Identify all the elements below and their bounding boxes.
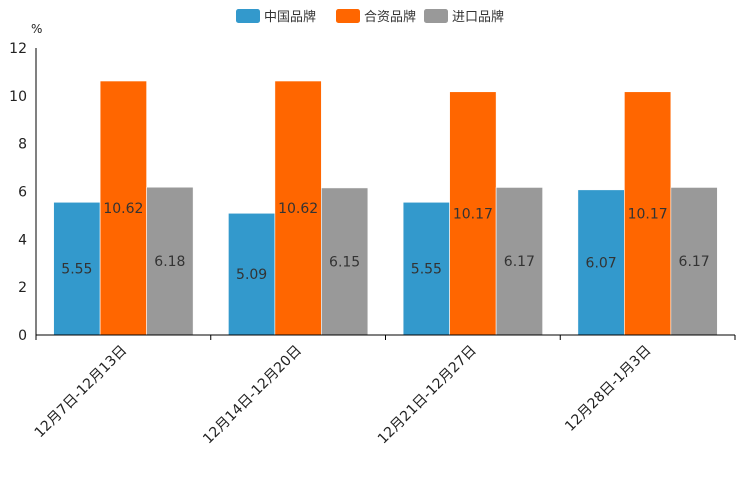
data-label: 6.07 bbox=[586, 255, 617, 271]
y-axis: 0 2 4 6 8 10 12 bbox=[9, 41, 37, 344]
legend-swatch bbox=[236, 9, 260, 23]
data-label: 6.18 bbox=[154, 254, 185, 270]
bar bbox=[624, 91, 672, 336]
data-label: 10.17 bbox=[453, 206, 493, 222]
data-label: 6.17 bbox=[504, 254, 535, 270]
x-tick-label: 12月21日-12月27日 bbox=[375, 343, 480, 448]
y-tick-label: 4 bbox=[18, 232, 27, 248]
data-label: 5.55 bbox=[61, 262, 92, 278]
legend: 中国品牌 合资品牌 进口品牌 bbox=[236, 9, 504, 25]
legend-swatch bbox=[336, 9, 360, 23]
data-label: 6.15 bbox=[329, 254, 360, 270]
legend-label: 中国品牌 bbox=[264, 9, 316, 25]
data-label: 5.09 bbox=[236, 267, 267, 283]
data-label: 10.62 bbox=[278, 201, 318, 217]
bar bbox=[577, 189, 625, 336]
y-tick-label: 6 bbox=[18, 185, 27, 201]
bar bbox=[495, 187, 543, 336]
y-tick-label: 10 bbox=[9, 89, 27, 105]
bars: 5.55 10.62 6.18 5.09 10.62 6.15 5.55 10.17 6.17 6… bbox=[53, 80, 718, 336]
x-tick-label: 12月28日-1月3日 bbox=[562, 343, 654, 435]
y-tick-label: 0 bbox=[18, 328, 27, 344]
bar bbox=[449, 91, 497, 336]
x-tick-label: 12月14日-12月20日 bbox=[200, 343, 305, 448]
y-tick-label: 12 bbox=[9, 41, 27, 57]
y-axis-unit: % bbox=[31, 22, 42, 36]
legend-label: 进口品牌 bbox=[452, 9, 504, 25]
data-label: 10.17 bbox=[628, 206, 668, 222]
data-label: 6.17 bbox=[679, 254, 710, 270]
legend-label: 合资品牌 bbox=[364, 9, 416, 25]
y-tick-label: 8 bbox=[18, 137, 27, 153]
bar bbox=[99, 80, 147, 336]
bar bbox=[670, 187, 718, 336]
x-axis: 12月7日-12月13日 12月14日-12月20日 12月21日-12月27日 12… bbox=[32, 334, 736, 448]
bar bbox=[321, 187, 369, 336]
y-tick-label: 2 bbox=[18, 280, 27, 296]
legend-swatch bbox=[424, 9, 448, 23]
x-tick-label: 12月7日-12月13日 bbox=[32, 343, 131, 442]
data-label: 10.62 bbox=[103, 201, 143, 217]
data-label: 5.55 bbox=[411, 262, 442, 278]
